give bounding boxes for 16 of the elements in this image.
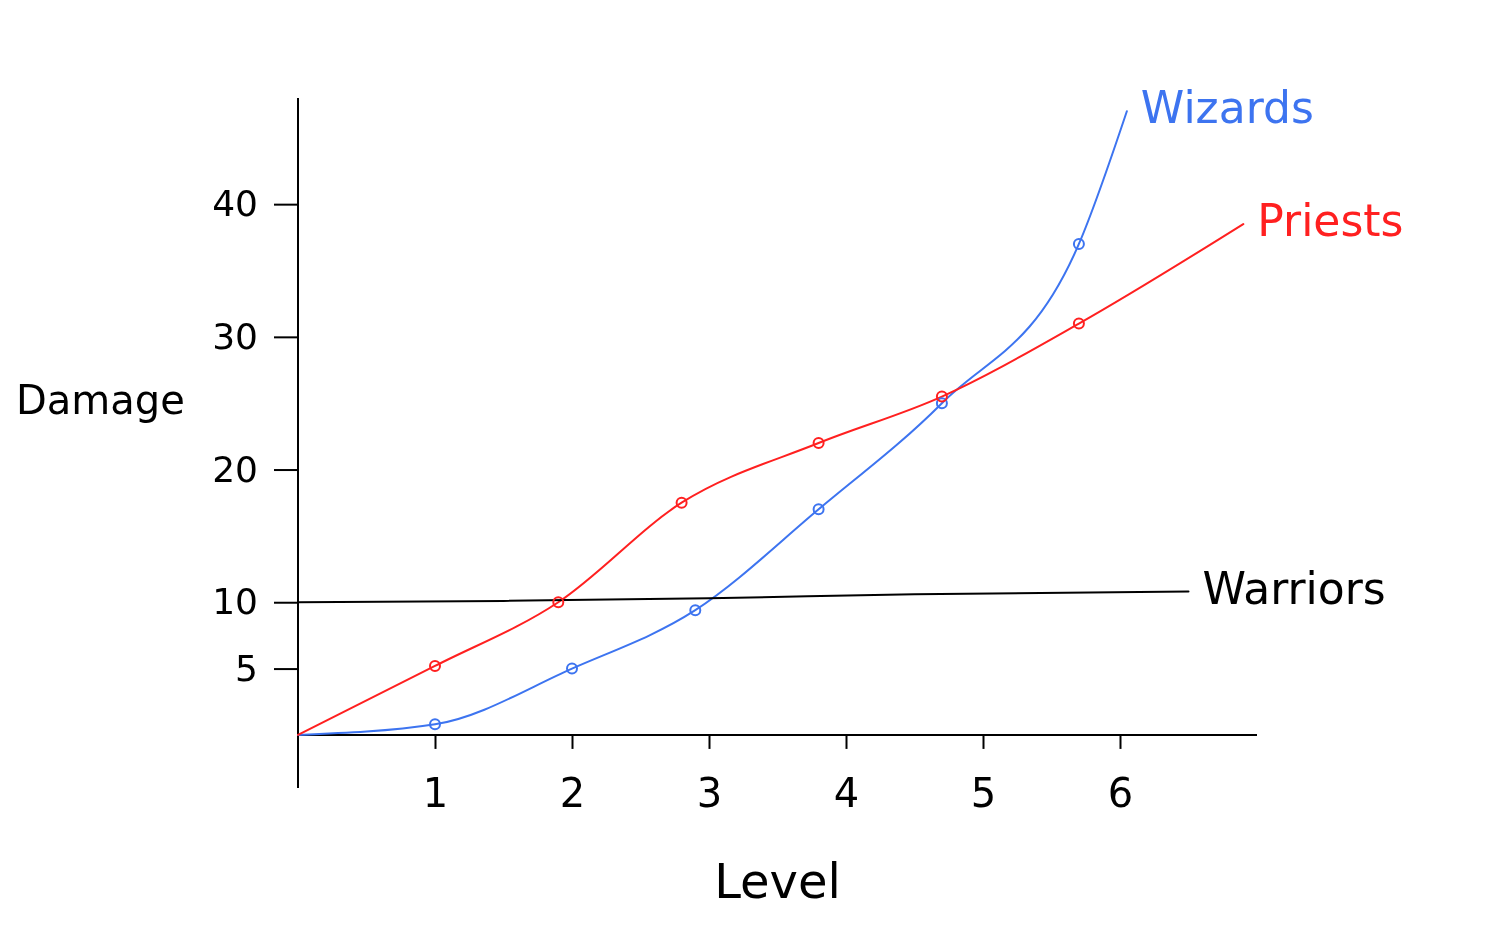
y-tick-label: 30 <box>212 315 258 357</box>
x-tick-label: 3 <box>696 770 723 817</box>
series-label: Wizards <box>1140 82 1314 134</box>
y-tick-label: 10 <box>212 581 258 623</box>
series-label: Warriors <box>1202 562 1386 614</box>
x-tick-label: 2 <box>559 770 586 817</box>
x-tick-label: 5 <box>970 770 997 817</box>
x-axis-title: Level <box>714 853 841 909</box>
y-tick-label: 40 <box>212 183 258 225</box>
x-tick-label: 4 <box>833 770 860 817</box>
x-tick-label: 1 <box>422 770 449 817</box>
y-tick-label: 5 <box>235 647 258 689</box>
y-tick-label: 20 <box>212 448 258 490</box>
series-label: Priests <box>1257 195 1404 247</box>
y-axis-title: Damage <box>16 377 185 424</box>
x-tick-label: 6 <box>1107 770 1134 817</box>
